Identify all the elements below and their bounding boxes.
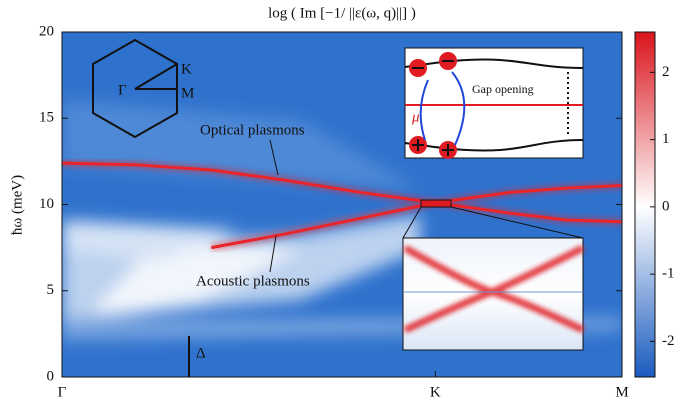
bz-label: Γ (118, 82, 127, 98)
x-tick-label: K (430, 384, 441, 400)
annotation: Acoustic plasmons (196, 273, 310, 289)
annotation: Optical plasmons (200, 122, 305, 138)
band-inset (405, 48, 583, 159)
y-tick-label: 15 (39, 110, 54, 126)
annotation: μ (411, 109, 420, 125)
x-tick-label: M (615, 384, 628, 400)
y-tick-label: 20 (39, 23, 54, 39)
colorbar-tick-label: -1 (662, 266, 675, 282)
colorbar-tick-label: 2 (662, 64, 670, 80)
bz-label: M (181, 85, 194, 101)
y-axis-label: ħω (meV) (9, 175, 25, 235)
colorbar-tick-label: 1 (662, 131, 670, 147)
x-tick-label: Γ (58, 384, 67, 400)
y-tick-label: 5 (47, 282, 55, 298)
colorbar-tick-label: 0 (662, 198, 670, 214)
colorbar (635, 32, 655, 377)
chart-title: log ( Im [−1/ ||ε(ω, q)||] ) (268, 5, 416, 21)
chart: log ( Im [−1/ ||ε(ω, q)||] ) ħω (meV) 0 5… (0, 0, 689, 407)
y-tick-label: 0 (47, 368, 55, 384)
colorbar-tick-label: -2 (662, 333, 675, 349)
bz-label: K (181, 61, 192, 77)
annotation: Δ (196, 345, 206, 361)
y-tick-label: 10 (39, 196, 54, 212)
zoom-box (421, 200, 451, 207)
annotation: Gap opening (472, 82, 534, 96)
